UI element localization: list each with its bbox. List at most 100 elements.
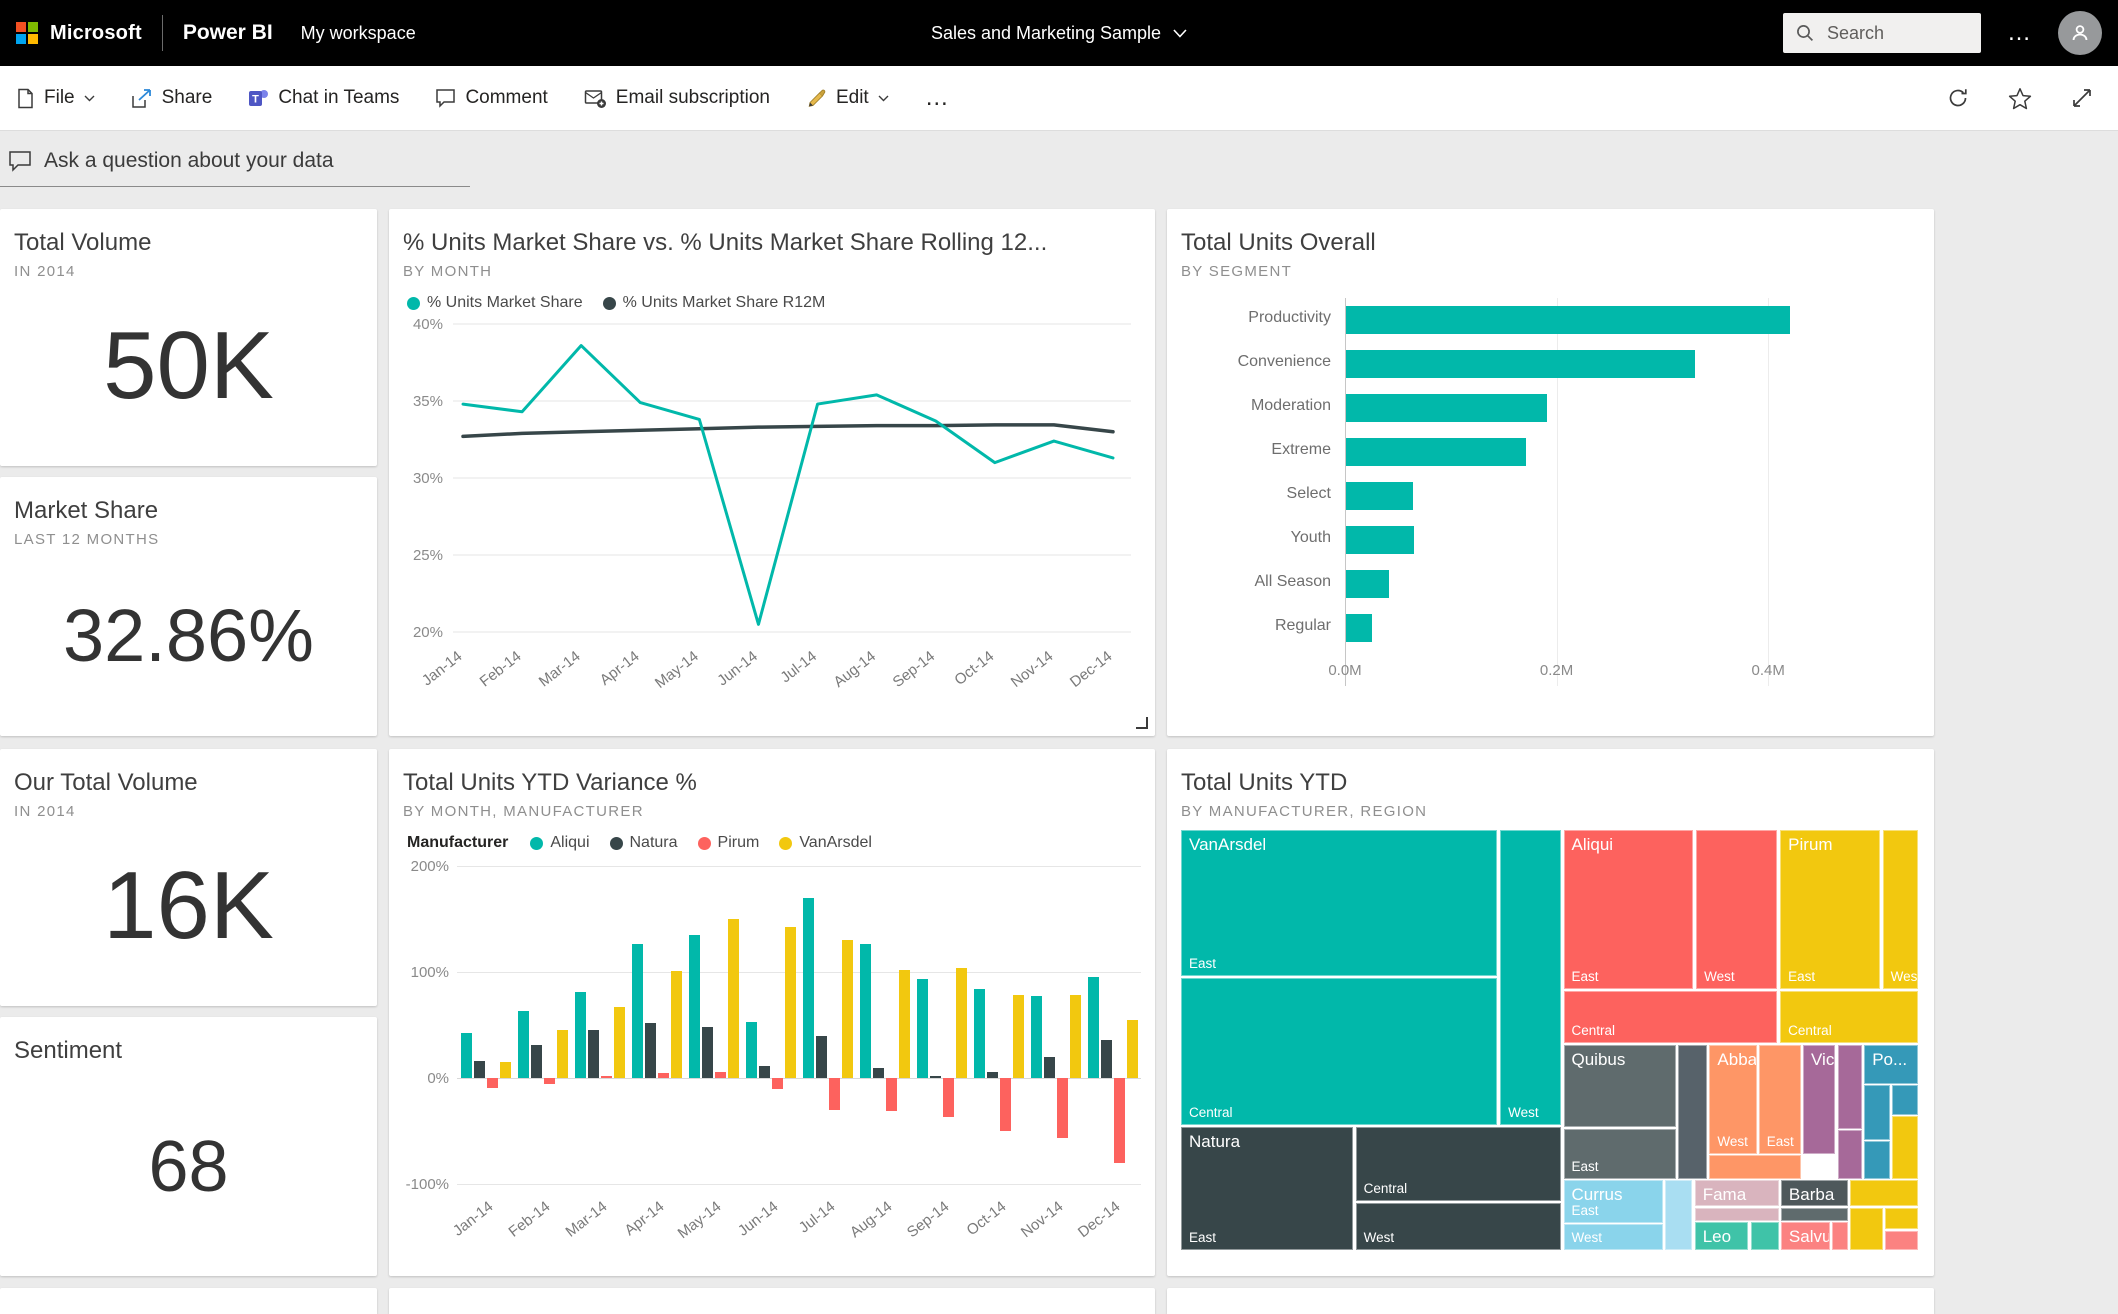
bar[interactable] [758, 1066, 770, 1078]
bar[interactable] [999, 1078, 1011, 1131]
bar-row[interactable]: Regular [1275, 606, 1874, 650]
bar[interactable] [1012, 995, 1024, 1078]
treemap-block[interactable]: West [1563, 1223, 1663, 1250]
treemap-block[interactable]: Quibus [1563, 1044, 1677, 1128]
treemap-block[interactable]: Currus East [1563, 1180, 1663, 1223]
bar[interactable] [1113, 1078, 1125, 1163]
bar[interactable] [1056, 1078, 1068, 1139]
refresh-icon[interactable] [1946, 86, 1970, 110]
treemap-block[interactable] [1850, 1180, 1918, 1207]
bar[interactable] [613, 1006, 625, 1078]
treemap-block[interactable]: East [1758, 1044, 1801, 1154]
treemap-block[interactable] [1892, 1085, 1918, 1115]
bar[interactable] [644, 1022, 656, 1078]
bar[interactable] [670, 970, 682, 1078]
treemap-block[interactable] [1837, 1129, 1862, 1179]
bar-row[interactable]: Productivity [1248, 298, 1874, 342]
bar[interactable] [745, 1021, 757, 1078]
bar[interactable] [1346, 526, 1414, 554]
bar[interactable] [486, 1078, 498, 1088]
treemap-block[interactable]: Barba [1780, 1180, 1848, 1207]
tile-sentiment[interactable]: Sentiment 68 [0, 1017, 377, 1276]
treemap-block[interactable] [1850, 1207, 1883, 1250]
partial-tile[interactable] [0, 1288, 377, 1314]
bar[interactable] [1043, 1056, 1055, 1078]
partial-tile[interactable] [1167, 1288, 1934, 1314]
tile-total-units-overall-chart[interactable]: Total Units Overall BY SEGMENT Productiv… [1167, 209, 1934, 736]
bar[interactable] [1030, 996, 1042, 1078]
treemap-block[interactable] [1709, 1155, 1801, 1179]
treemap-block[interactable] [1694, 1207, 1779, 1221]
bar-row[interactable]: All Season [1255, 562, 1874, 606]
bar[interactable] [587, 1030, 599, 1078]
bar[interactable] [574, 992, 586, 1078]
treemap-block[interactable]: Natura East [1181, 1127, 1353, 1250]
bar[interactable] [556, 1030, 568, 1078]
bar[interactable] [701, 1027, 713, 1078]
tile-total-units-ytd-treemap[interactable]: Total Units YTD BY MANUFACTURER, REGION … [1167, 749, 1934, 1276]
tile-total-volume[interactable]: Total Volume IN 2014 50K [0, 209, 377, 466]
bar-row[interactable]: Convenience [1238, 342, 1874, 386]
treemap-block[interactable]: Abbas West [1709, 1044, 1757, 1154]
bar[interactable] [815, 1035, 827, 1078]
treemap-block[interactable]: Salvus [1780, 1221, 1830, 1250]
email-subscription-button[interactable]: Email subscription [584, 87, 770, 109]
bar[interactable] [1069, 995, 1081, 1078]
treemap-block[interactable]: West [1696, 830, 1778, 990]
partial-tile[interactable] [389, 1288, 1155, 1314]
treemap-block[interactable] [1884, 1230, 1918, 1250]
treemap-block[interactable]: Leo [1694, 1221, 1749, 1250]
bar[interactable] [1126, 1019, 1138, 1078]
qna-bar[interactable] [0, 142, 470, 187]
bar[interactable] [460, 1033, 472, 1078]
qna-input[interactable] [42, 148, 446, 174]
treemap-block[interactable] [1750, 1221, 1779, 1250]
bar[interactable] [859, 944, 871, 1078]
treemap-block[interactable] [1780, 1207, 1848, 1221]
share-button[interactable]: Share [131, 87, 212, 109]
bar-row[interactable]: Extreme [1271, 430, 1874, 474]
powerbi-wordmark[interactable]: Power BI [182, 21, 273, 44]
bar[interactable] [955, 967, 967, 1078]
bar[interactable] [1346, 438, 1526, 466]
bar[interactable] [499, 1062, 511, 1078]
bar[interactable] [986, 1071, 998, 1078]
search-input[interactable] [1825, 21, 1959, 45]
treemap-block[interactable] [1678, 1044, 1708, 1179]
bar[interactable] [1346, 306, 1791, 334]
topbar-overflow-button[interactable]: … [2007, 19, 2032, 46]
treemap-block[interactable] [1892, 1116, 1918, 1180]
treemap-block[interactable] [1837, 1044, 1862, 1129]
bar[interactable] [784, 927, 796, 1078]
favorite-star-icon[interactable] [2008, 87, 2032, 110]
bar[interactable] [802, 897, 814, 1078]
bar[interactable] [1100, 1039, 1112, 1078]
bar[interactable] [885, 1078, 897, 1111]
bar[interactable] [1346, 350, 1696, 378]
user-avatar[interactable] [2058, 11, 2102, 55]
fullscreen-expand-icon[interactable] [2070, 86, 2094, 110]
bar[interactable] [727, 919, 739, 1078]
edit-button[interactable]: Edit [806, 87, 889, 109]
bar[interactable] [543, 1078, 555, 1085]
bar[interactable] [517, 1011, 529, 1078]
treemap-block[interactable]: VanArsdel East [1181, 830, 1498, 977]
tile-resize-handle[interactable] [1136, 717, 1148, 729]
treemap-block[interactable]: Pirum East [1780, 830, 1880, 990]
tile-market-share[interactable]: Market Share LAST 12 MONTHS 32.86% [0, 477, 377, 736]
treemap-block[interactable]: Central [1563, 990, 1778, 1043]
bar[interactable] [1346, 614, 1373, 642]
bar[interactable] [1346, 394, 1548, 422]
treemap-block[interactable]: Central [1181, 977, 1498, 1126]
treemap-block[interactable] [1884, 1207, 1918, 1230]
treemap-block[interactable] [1831, 1221, 1848, 1250]
treemap-block[interactable] [1864, 1085, 1890, 1140]
file-menu-button[interactable]: File [16, 87, 95, 109]
tile-our-total-volume[interactable]: Our Total Volume IN 2014 16K [0, 749, 377, 1006]
bar[interactable] [898, 969, 910, 1078]
comment-button[interactable]: Comment [435, 87, 548, 109]
bar[interactable] [771, 1078, 783, 1089]
treemap-block[interactable] [1864, 1141, 1890, 1179]
treemap-block[interactable]: Central [1355, 1127, 1561, 1201]
bar[interactable] [1087, 977, 1099, 1078]
